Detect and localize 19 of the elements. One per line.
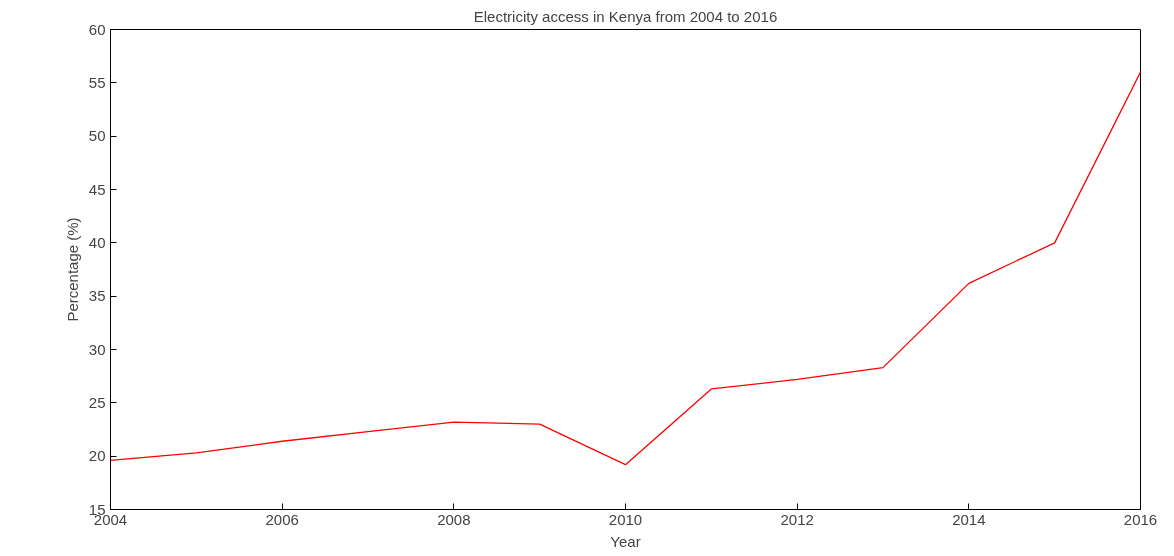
y-tick-label: 55: [88, 73, 106, 91]
chart-title: Electricity access in Kenya from 2004 to 2016: [473, 7, 778, 25]
x-axis-title: Year: [610, 532, 641, 550]
y-tick-label: 20: [88, 447, 106, 465]
y-tick-label: 35: [88, 287, 106, 305]
x-tick-label: 2016: [1123, 510, 1158, 528]
y-tick-label: 30: [88, 340, 106, 358]
y-tick-label: 60: [88, 20, 106, 38]
y-tick-label: 45: [88, 180, 106, 198]
x-tick-label: 2006: [265, 510, 299, 528]
y-tick-label: 25: [88, 393, 106, 411]
y-tick-label: 40: [88, 233, 106, 251]
x-tick-label: 2012: [780, 510, 814, 528]
y-tick-label: 50: [88, 127, 106, 145]
x-tick-label: 2014: [952, 510, 986, 528]
y-axis-title: Percentage (%): [63, 217, 81, 322]
line-series: [110, 71, 1141, 466]
x-tick-label: 2008: [437, 510, 471, 528]
x-tick-label: 2010: [608, 510, 643, 528]
